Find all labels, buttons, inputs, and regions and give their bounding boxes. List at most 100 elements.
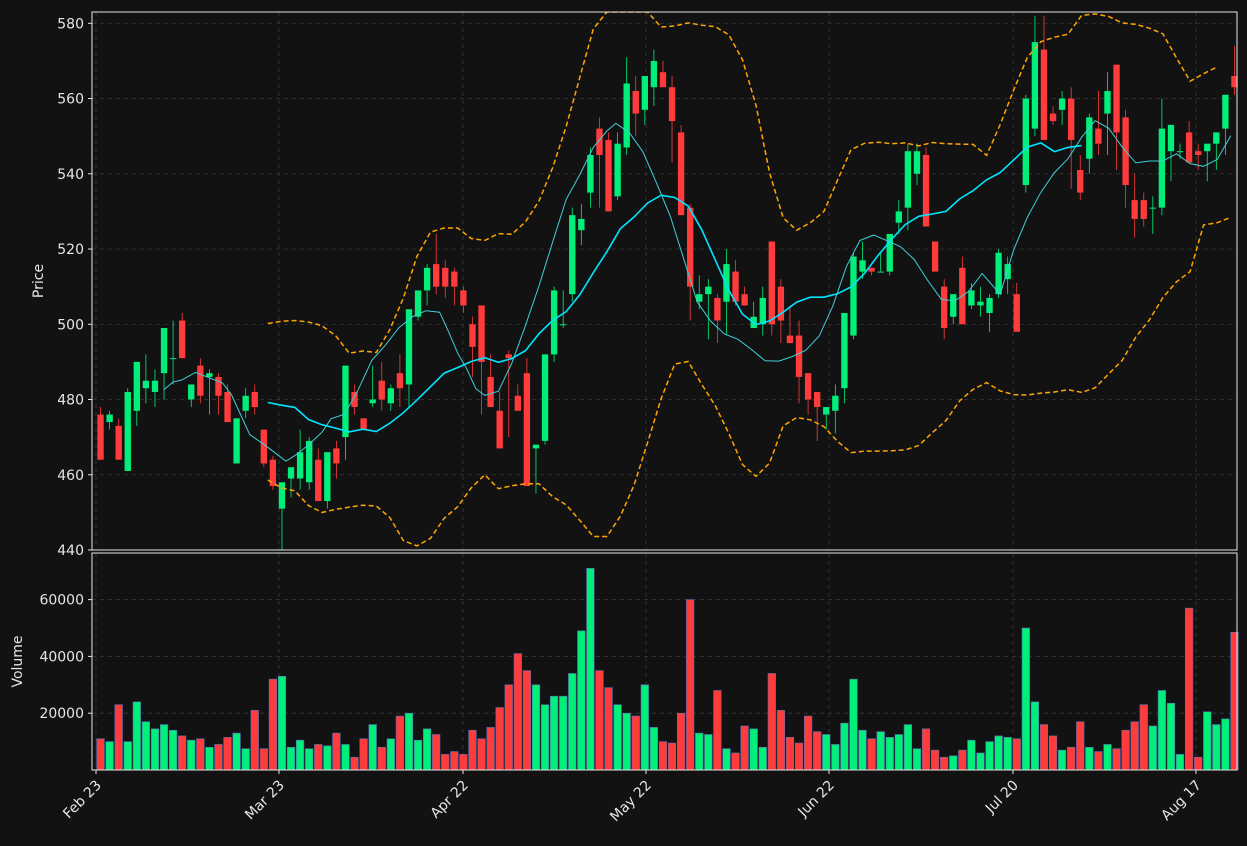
volume-bar (631, 715, 640, 771)
candle-up (188, 384, 195, 400)
candle-down (115, 425, 122, 460)
candle-down (1231, 75, 1238, 88)
candle-up (342, 365, 349, 438)
candle-down (351, 391, 358, 408)
volume-bar (1148, 725, 1157, 771)
candle-up (1176, 151, 1184, 153)
candle-down (197, 365, 204, 396)
candle-down (1185, 132, 1193, 163)
candle-up (895, 211, 902, 223)
candle-down (714, 297, 721, 321)
volume-bar (132, 701, 141, 771)
candle-down (677, 132, 685, 216)
candle-down (795, 335, 803, 377)
price-ytick-label: 500 (57, 317, 84, 333)
volume-bar (477, 738, 486, 771)
candle-up (578, 218, 585, 231)
volume-bar (295, 739, 305, 771)
volume-bar (858, 729, 867, 771)
volume-bar (749, 728, 758, 771)
candle-up (759, 297, 766, 325)
volume-bar (559, 695, 568, 771)
candle-up (1158, 128, 1166, 208)
volume-bar (921, 728, 931, 771)
volume-bar (441, 754, 450, 771)
candle-up (823, 407, 830, 415)
candle-down (215, 376, 222, 396)
candle-up (623, 83, 630, 148)
candle-down (251, 391, 258, 408)
candle-up (886, 233, 893, 272)
candle-down (514, 395, 521, 411)
volume-bar (1112, 748, 1121, 771)
volume-bar (994, 735, 1003, 771)
price-ytick-label: 520 (57, 242, 84, 258)
candle-up (859, 260, 866, 272)
volume-bar (622, 712, 631, 771)
volume-bar (613, 704, 622, 771)
volume-bar (767, 673, 776, 771)
volume-bar (713, 690, 722, 771)
volume-bar (205, 746, 214, 771)
volume-bar (903, 724, 913, 771)
candle-down (269, 459, 277, 487)
volume-bar (731, 752, 740, 771)
candle-down (1049, 113, 1057, 122)
volume-bar (386, 738, 395, 771)
volume-ytick-label: 60000 (39, 593, 84, 609)
candle-up (278, 482, 286, 509)
price-ytick-label: 480 (57, 393, 84, 409)
volume-bar (967, 739, 976, 771)
volume-bar (758, 746, 767, 771)
candle-up (650, 60, 658, 88)
volume-bar (831, 744, 840, 771)
volume-bar (332, 732, 341, 771)
volume-bar (413, 739, 423, 771)
candle-down (941, 286, 948, 329)
candle-up (1204, 143, 1211, 152)
volume-bar (604, 687, 613, 771)
candle-down (596, 128, 603, 155)
volume-bar (1094, 751, 1103, 771)
bb_lower-line (267, 216, 1231, 547)
candle-down (396, 373, 404, 389)
candle-down (333, 448, 340, 464)
candle-up (950, 294, 957, 317)
volume-ytick-label: 40000 (39, 649, 84, 665)
volume-bar (840, 722, 849, 771)
candle-up (369, 399, 376, 404)
candle-up (124, 391, 131, 471)
volume-bar (187, 739, 196, 771)
volume-bar (1221, 718, 1230, 771)
volume-bar (1212, 724, 1221, 771)
candle-up (287, 467, 295, 479)
volume-bar (486, 727, 495, 771)
candle-down (931, 241, 939, 272)
candle-up (1086, 117, 1093, 159)
candle-up (550, 290, 558, 355)
candle-up (532, 444, 540, 449)
candle-up (968, 290, 975, 306)
candle-down (460, 290, 467, 306)
candle-down (523, 373, 531, 487)
volume-bar (849, 678, 858, 771)
volume-bar (976, 752, 985, 771)
volume-bar (341, 744, 350, 771)
candle-down (741, 294, 748, 306)
candle-up (405, 309, 413, 385)
candle-up (986, 297, 993, 313)
candle-up (296, 452, 304, 479)
volume-bar (1085, 746, 1094, 771)
candle-up (324, 452, 331, 502)
candle-down (1195, 151, 1202, 155)
volume-bar (359, 738, 368, 771)
volume-bar (649, 727, 659, 771)
volume-bar (1121, 729, 1130, 771)
candle-up (1213, 132, 1220, 144)
candle-down (1131, 200, 1138, 219)
candle-up (1149, 207, 1156, 209)
volume-bar (404, 712, 414, 771)
candle-down (469, 324, 476, 347)
